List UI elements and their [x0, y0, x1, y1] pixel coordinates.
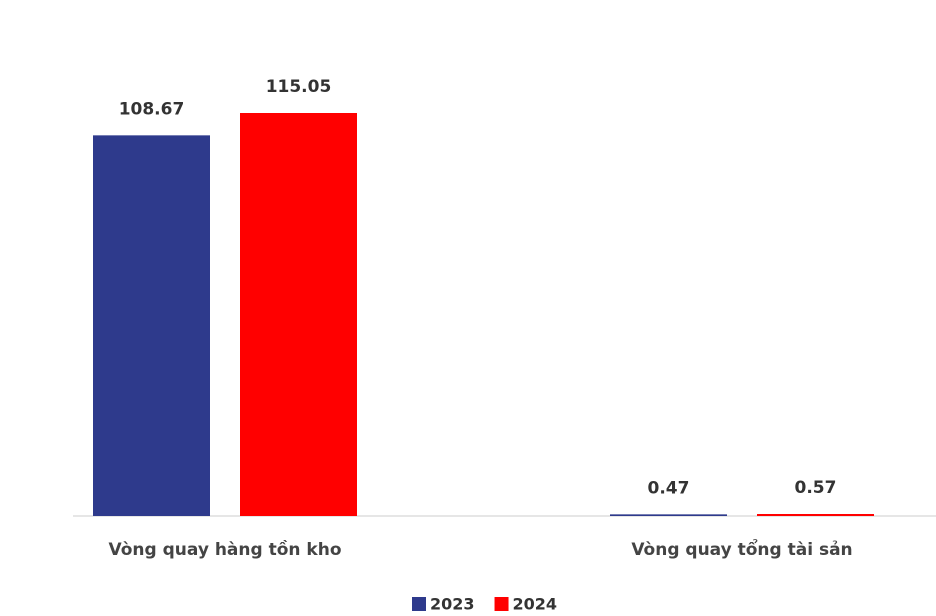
- data-label: 115.05: [266, 77, 332, 97]
- x-tick-label: Vòng quay tổng tài sản: [631, 538, 852, 560]
- data-label: 0.57: [795, 478, 837, 498]
- bar: [610, 514, 727, 516]
- legend-label: 2023: [430, 595, 475, 614]
- x-tick-label: Vòng quay hàng tồn kho: [109, 539, 342, 560]
- bar: [757, 514, 874, 516]
- data-label: 0.47: [648, 478, 690, 498]
- bar: [93, 135, 210, 516]
- legend-swatch: [412, 597, 426, 611]
- bar: [240, 113, 357, 516]
- data-label: 108.67: [119, 99, 185, 119]
- legend-swatch: [494, 597, 509, 611]
- legend-label: 2024: [513, 595, 558, 614]
